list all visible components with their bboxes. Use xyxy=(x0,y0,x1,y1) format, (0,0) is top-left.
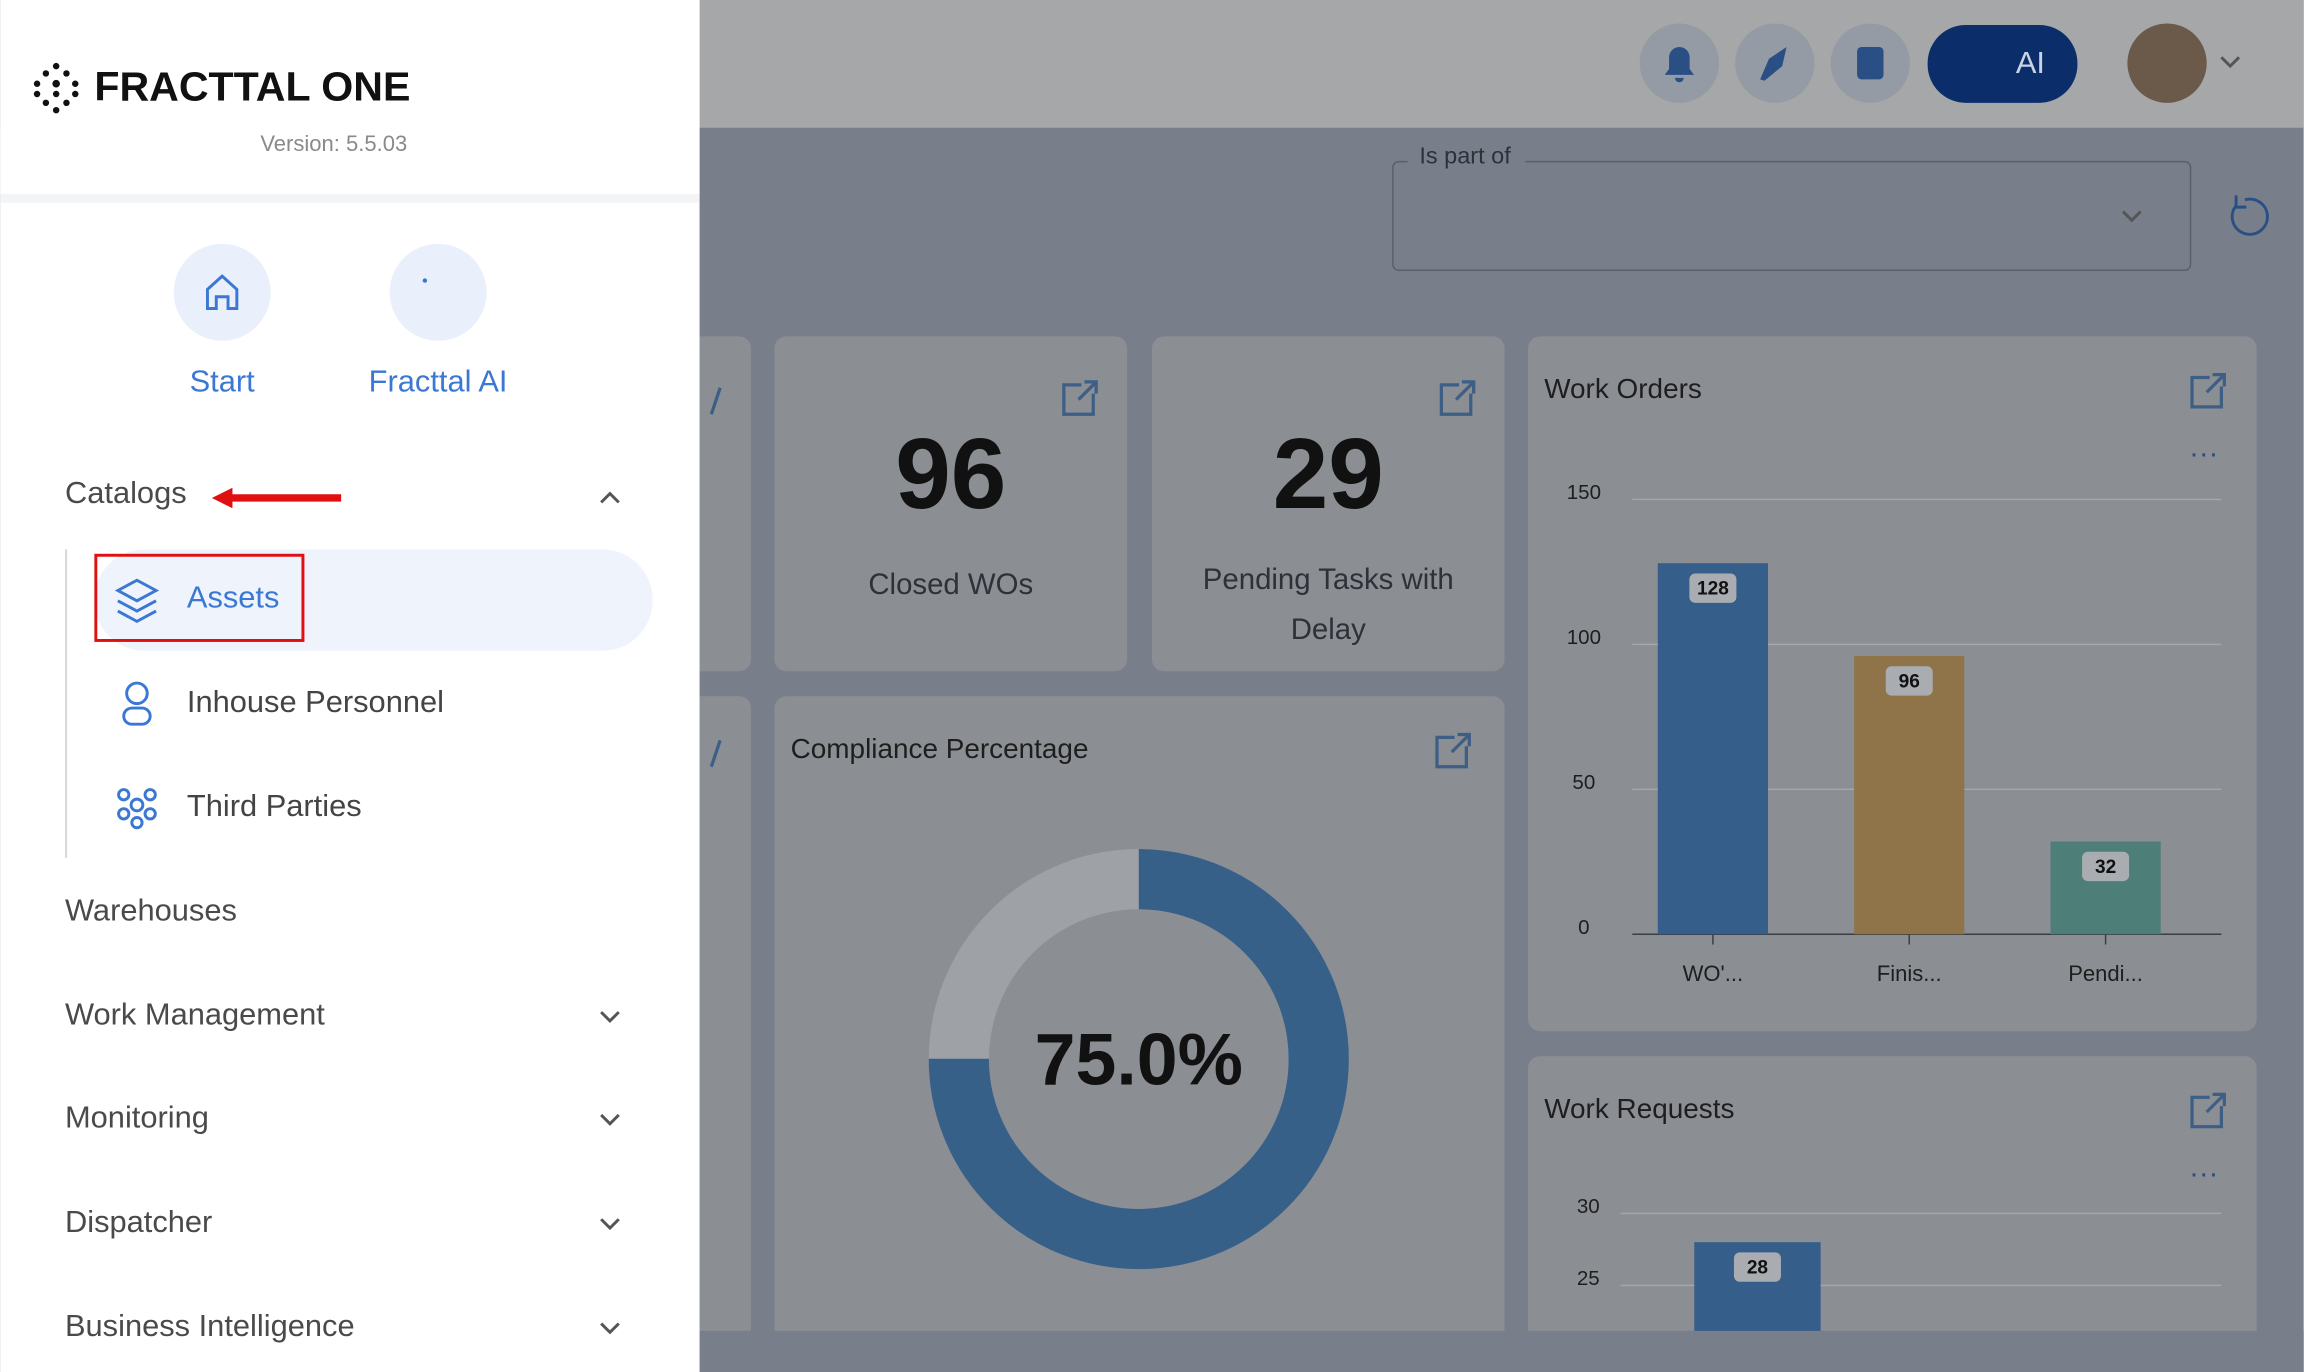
bar xyxy=(1854,655,1965,935)
sidebar: FRACTTAL ONE Version: 5.5.03 Start Fract… xyxy=(0,0,700,1372)
nav-item[interactable]: Assets xyxy=(187,579,280,614)
filter: Is part of xyxy=(1392,142,2269,272)
y-tick-label: 150 xyxy=(1567,481,1601,504)
y-tick-label: 30 xyxy=(1577,1195,1600,1218)
chart-title: Work Requests xyxy=(1544,1093,1734,1124)
person-icon-body xyxy=(122,706,152,726)
value-label-bg xyxy=(1733,1252,1781,1282)
filter-label: Is part of xyxy=(1419,142,1511,168)
annotation-arrowhead xyxy=(211,487,233,509)
nav-section[interactable]: Work Management xyxy=(65,997,325,1032)
ai-icon xyxy=(422,278,428,283)
value-label-bg xyxy=(1885,666,1933,696)
open-icon[interactable] xyxy=(709,387,722,768)
value-label: 128 xyxy=(1697,579,1729,600)
value-label-bg xyxy=(1689,573,1737,603)
ai-button[interactable] xyxy=(1927,24,2078,103)
nav-section[interactable]: Warehouses xyxy=(65,892,237,927)
refresh-icon[interactable] xyxy=(2230,195,2269,236)
start-button[interactable] xyxy=(173,243,271,341)
avatar[interactable] xyxy=(2127,23,2207,103)
y-tick-label: 100 xyxy=(1567,626,1601,649)
y-tick-label: 25 xyxy=(1577,1267,1600,1290)
collapse-chevron xyxy=(600,491,620,504)
kpi-label: Pending Tasks with Delay xyxy=(1202,564,1454,647)
donut-label: 75.0% xyxy=(1035,1018,1243,1100)
value-label-bg xyxy=(2082,851,2130,882)
shortcut-label[interactable]: Start xyxy=(190,364,256,399)
kpi-label-box: Pending Tasks with Delay xyxy=(1202,564,1454,647)
tree-line xyxy=(64,549,68,858)
open-icon[interactable] xyxy=(1439,380,1476,416)
home-icon xyxy=(205,274,239,310)
ai-button-label: AI xyxy=(2016,45,2045,80)
avatar-chevron xyxy=(2220,56,2241,69)
assets-icon xyxy=(114,578,160,624)
bar-chart: 28 xyxy=(1620,1212,2222,1331)
shortcut-label[interactable]: Fracttal AI xyxy=(369,364,508,399)
value-label: 96 xyxy=(1899,671,1920,692)
open-icon[interactable] xyxy=(2190,1092,2226,1129)
sidebar-divider xyxy=(0,193,700,203)
bar-chart: 128 96 32 xyxy=(1632,498,2222,935)
y-tick-label: 0 xyxy=(1578,916,1589,939)
donut-arc xyxy=(928,849,1349,1270)
expand-chevron xyxy=(600,1113,620,1126)
expand-chevron xyxy=(600,1218,620,1231)
open-icons: ··· ··· xyxy=(709,372,2226,1190)
expand-chevron xyxy=(600,1011,620,1023)
expand-chevron xyxy=(600,1322,620,1335)
open-icon[interactable] xyxy=(1435,732,1471,769)
open-icon[interactable] xyxy=(2190,372,2226,409)
more-menu[interactable]: ··· xyxy=(2189,1157,2218,1190)
nav-section[interactable]: Catalogs xyxy=(65,475,187,510)
docs-icon xyxy=(1857,47,1884,80)
kpi-value: 96 xyxy=(895,419,1006,530)
header-buttons: AI xyxy=(1639,23,2241,103)
nav-section[interactable]: Business Intelligence xyxy=(65,1308,355,1343)
filter-label-bg xyxy=(1407,146,1526,171)
nav-item[interactable]: Inhouse Personnel xyxy=(187,684,444,719)
charts: 75.0% 128 96 32 0 50 100 150 WO'... Finis... Pendi… xyxy=(928,481,2222,1331)
group-icon xyxy=(117,788,157,830)
more-menu[interactable]: ··· xyxy=(2189,437,2218,470)
kpi-card xyxy=(1152,336,1505,672)
kpi-label: Closed WOs xyxy=(868,568,1033,601)
compliance-card xyxy=(774,696,1505,1343)
chart-title: Compliance Percentage xyxy=(791,733,1089,764)
filter-box[interactable] xyxy=(1392,160,2192,272)
person-icon xyxy=(125,681,149,706)
bell-icon xyxy=(1664,47,1695,83)
kpi-card xyxy=(774,336,1128,672)
x-tick-label: WO'... xyxy=(1683,961,1743,986)
sidebar-header xyxy=(0,0,700,194)
brand-name: FRACTTAL ONE xyxy=(94,63,410,109)
rocket-icon xyxy=(1760,47,1787,81)
annotation-box xyxy=(94,553,305,642)
bar xyxy=(1657,563,1768,935)
active-item-bg xyxy=(94,549,653,651)
value-label: 28 xyxy=(1747,1258,1769,1279)
y-tick-label: 50 xyxy=(1572,771,1595,794)
nav-section[interactable]: Dispatcher xyxy=(65,1204,212,1239)
filter-chevron xyxy=(2121,210,2142,223)
version: Version: 5.5.03 xyxy=(260,131,407,156)
nav-section[interactable]: Monitoring xyxy=(65,1099,209,1134)
kpi-value: 29 xyxy=(1273,419,1384,530)
chart-title: Work Orders xyxy=(1544,373,1702,404)
bottom-strip xyxy=(646,1330,2304,1372)
x-tick-label: Finis... xyxy=(1877,961,1942,986)
value-label: 32 xyxy=(2095,857,2116,878)
sidebar-bg xyxy=(0,0,700,1372)
brand-logo xyxy=(33,62,79,114)
nav-item[interactable]: Third Parties xyxy=(187,788,362,823)
x-tick-label: Pendi... xyxy=(2068,961,2143,986)
open-icon[interactable] xyxy=(1062,380,1098,416)
ai-shortcut-button[interactable] xyxy=(389,243,487,341)
